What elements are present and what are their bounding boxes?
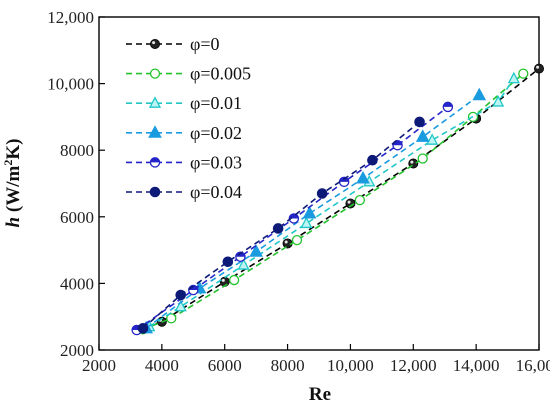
series-point <box>316 188 328 199</box>
series-point-highlight <box>284 240 288 244</box>
series-point <box>291 234 303 246</box>
series-point <box>272 223 284 234</box>
x-tick-label: 12,000 <box>390 356 437 375</box>
x-axis-label: Re <box>309 384 331 405</box>
legend-label: φ=0.03 <box>190 152 242 172</box>
legend-marker <box>149 186 161 198</box>
y-tick-label: 4000 <box>60 274 94 293</box>
legend-label: φ=0.04 <box>190 182 242 202</box>
series-point <box>166 313 177 324</box>
plot-frame <box>98 16 540 351</box>
series-line <box>142 73 524 331</box>
series-point <box>222 256 234 268</box>
x-tick-label: 2000 <box>82 356 116 375</box>
ticks-layer: 2000 4000 6000 8000 10,000 12,000 14,000 16,000… <box>47 8 550 375</box>
series-point <box>367 154 378 166</box>
series-point <box>175 289 187 301</box>
y-tick-label: 12,000 <box>47 8 94 27</box>
series-point-highlight <box>221 278 225 282</box>
y-axis-label-superscript: 2 <box>1 160 15 166</box>
legend: φ=0 φ=0.005 φ=0.01 φ=0.02 φ=0.03 φ=0.04 <box>126 34 251 202</box>
series-point-highlight <box>410 160 414 164</box>
x-tick-label: 6000 <box>208 356 242 375</box>
series-point <box>426 133 439 145</box>
legend-marker <box>149 39 160 50</box>
legend-label: φ=0 <box>190 34 220 54</box>
series-point <box>534 63 545 74</box>
series-point <box>356 170 370 184</box>
series-point-fill <box>443 102 453 107</box>
series-line <box>148 78 515 328</box>
series-point <box>417 153 428 164</box>
series-point-fill <box>235 252 246 257</box>
x-tick-label: 10,000 <box>327 356 374 375</box>
legend-marker <box>149 68 161 79</box>
series-point <box>228 274 240 286</box>
series-line <box>136 67 540 331</box>
series-point <box>249 244 263 257</box>
y-tick-label: 10,000 <box>47 75 94 94</box>
legend-marker <box>148 125 162 138</box>
legend-marker-fill <box>150 157 160 163</box>
series-point <box>354 194 366 206</box>
legend-marker <box>148 96 162 108</box>
series-point <box>507 71 520 84</box>
legend-label: φ=0.005 <box>190 64 251 84</box>
y-tick-label: 8000 <box>60 141 94 160</box>
y-axis-label: h (W/m2K) <box>1 139 24 228</box>
y-tick-label: 2000 <box>60 341 94 360</box>
series-point <box>302 205 317 219</box>
x-tick-label: 16,000 <box>516 356 550 375</box>
y-axis-label-end: K) <box>3 139 24 160</box>
x-tick-label: 14,000 <box>453 356 500 375</box>
series-point-highlight <box>347 200 351 204</box>
series-point <box>300 216 313 229</box>
legend-label: φ=0.02 <box>190 123 242 143</box>
series-point <box>414 116 425 128</box>
series-point <box>174 299 187 312</box>
series-point <box>492 95 505 107</box>
series-group <box>137 116 425 334</box>
series-point <box>237 258 250 270</box>
series-point <box>137 323 149 334</box>
series-point-highlight <box>536 65 540 69</box>
legend-marker-highlight <box>152 41 156 45</box>
y-axis-label-text: (W/m <box>3 166 24 217</box>
legend-label: φ=0.01 <box>190 93 242 113</box>
y-tick-label: 6000 <box>60 208 94 227</box>
x-tick-label: 4000 <box>145 356 179 375</box>
series-layer <box>131 63 545 336</box>
y-axis-label-italic: h <box>3 217 24 228</box>
series-point-fill <box>188 285 198 291</box>
x-tick-label: 8000 <box>271 356 305 375</box>
series-point <box>415 129 430 142</box>
series-point <box>472 87 487 101</box>
series-point <box>518 68 529 79</box>
